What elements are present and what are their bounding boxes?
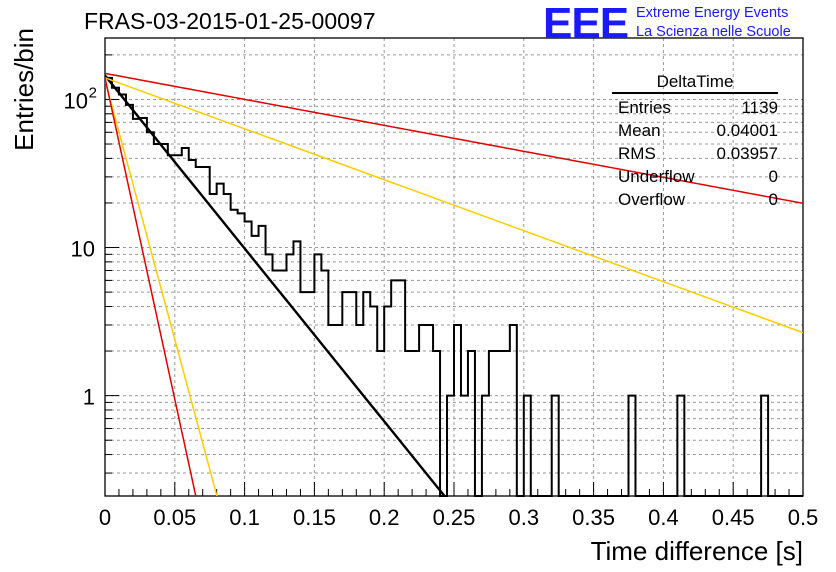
stats-row-underflow: Underflow 0 [612,165,778,188]
x-tick-label: 0.5 [788,505,819,530]
fit-curve [105,72,803,205]
y-tick-label: 10 [64,88,88,113]
x-tick-label: 0.1 [229,505,260,530]
y-tick-label-exponent: 2 [89,84,97,101]
stats-row-overflow: Overflow 0 [612,188,778,211]
chart-grid [105,38,803,496]
stats-label: Overflow [618,190,686,209]
stats-label: Underflow [618,167,695,186]
x-tick-label: 0.25 [433,505,476,530]
x-tick-label: 0.4 [648,505,679,530]
x-tick-label: 0.45 [712,505,755,530]
x-tick-label: 0.2 [369,505,400,530]
logo-line-1: Extreme Energy Events [636,5,789,21]
x-tick-label: 0 [99,505,111,530]
stats-label: Entries [618,98,671,117]
stats-label: RMS [618,144,656,163]
stats-box: DeltaTime Entries 1139 Mean 0.04001 RMS … [612,72,778,211]
eee-logo: EEE [543,0,629,48]
x-axis-label: Time difference [s] [591,536,803,566]
fit-curve [105,74,447,496]
x-tick-label: 0.3 [509,505,540,530]
stats-row-rms: RMS 0.03957 [612,142,778,165]
stats-label: Mean [618,121,661,140]
histogram [105,76,803,497]
stats-value: 0 [768,167,778,186]
x-tick-label: 0.15 [293,505,336,530]
stats-box-title: DeltaTime [612,72,778,94]
logo-line-2: La Scienza nelle Scuole [636,24,791,40]
fit-curve [105,77,197,496]
y-tick-label: 1 [83,385,95,410]
stats-row-mean: Mean 0.04001 [612,119,778,142]
x-tick-labels: 0 0.05 0.1 0.15 0.2 0.25 0.3 0.35 0.4 0.45 0.5 [99,505,818,530]
histogram-outline [105,76,803,497]
fit-curve [105,79,218,496]
stats-value: 0.04001 [716,121,778,140]
stats-value: 1139 [741,98,778,117]
chart-title: FRAS-03-2015-01-25-00097 [84,8,376,34]
x-tick-label: 0.05 [153,505,196,530]
fit-curves [105,72,803,496]
y-tick-label: 10 [71,237,95,262]
stats-value: 0.03957 [716,144,778,163]
y-axis-label: Entries/bin [9,28,39,151]
stats-row-entries: Entries 1139 [612,96,778,119]
x-tick-label: 0.35 [572,505,615,530]
fit-curve [105,77,803,334]
stats-value: 0 [768,190,778,209]
